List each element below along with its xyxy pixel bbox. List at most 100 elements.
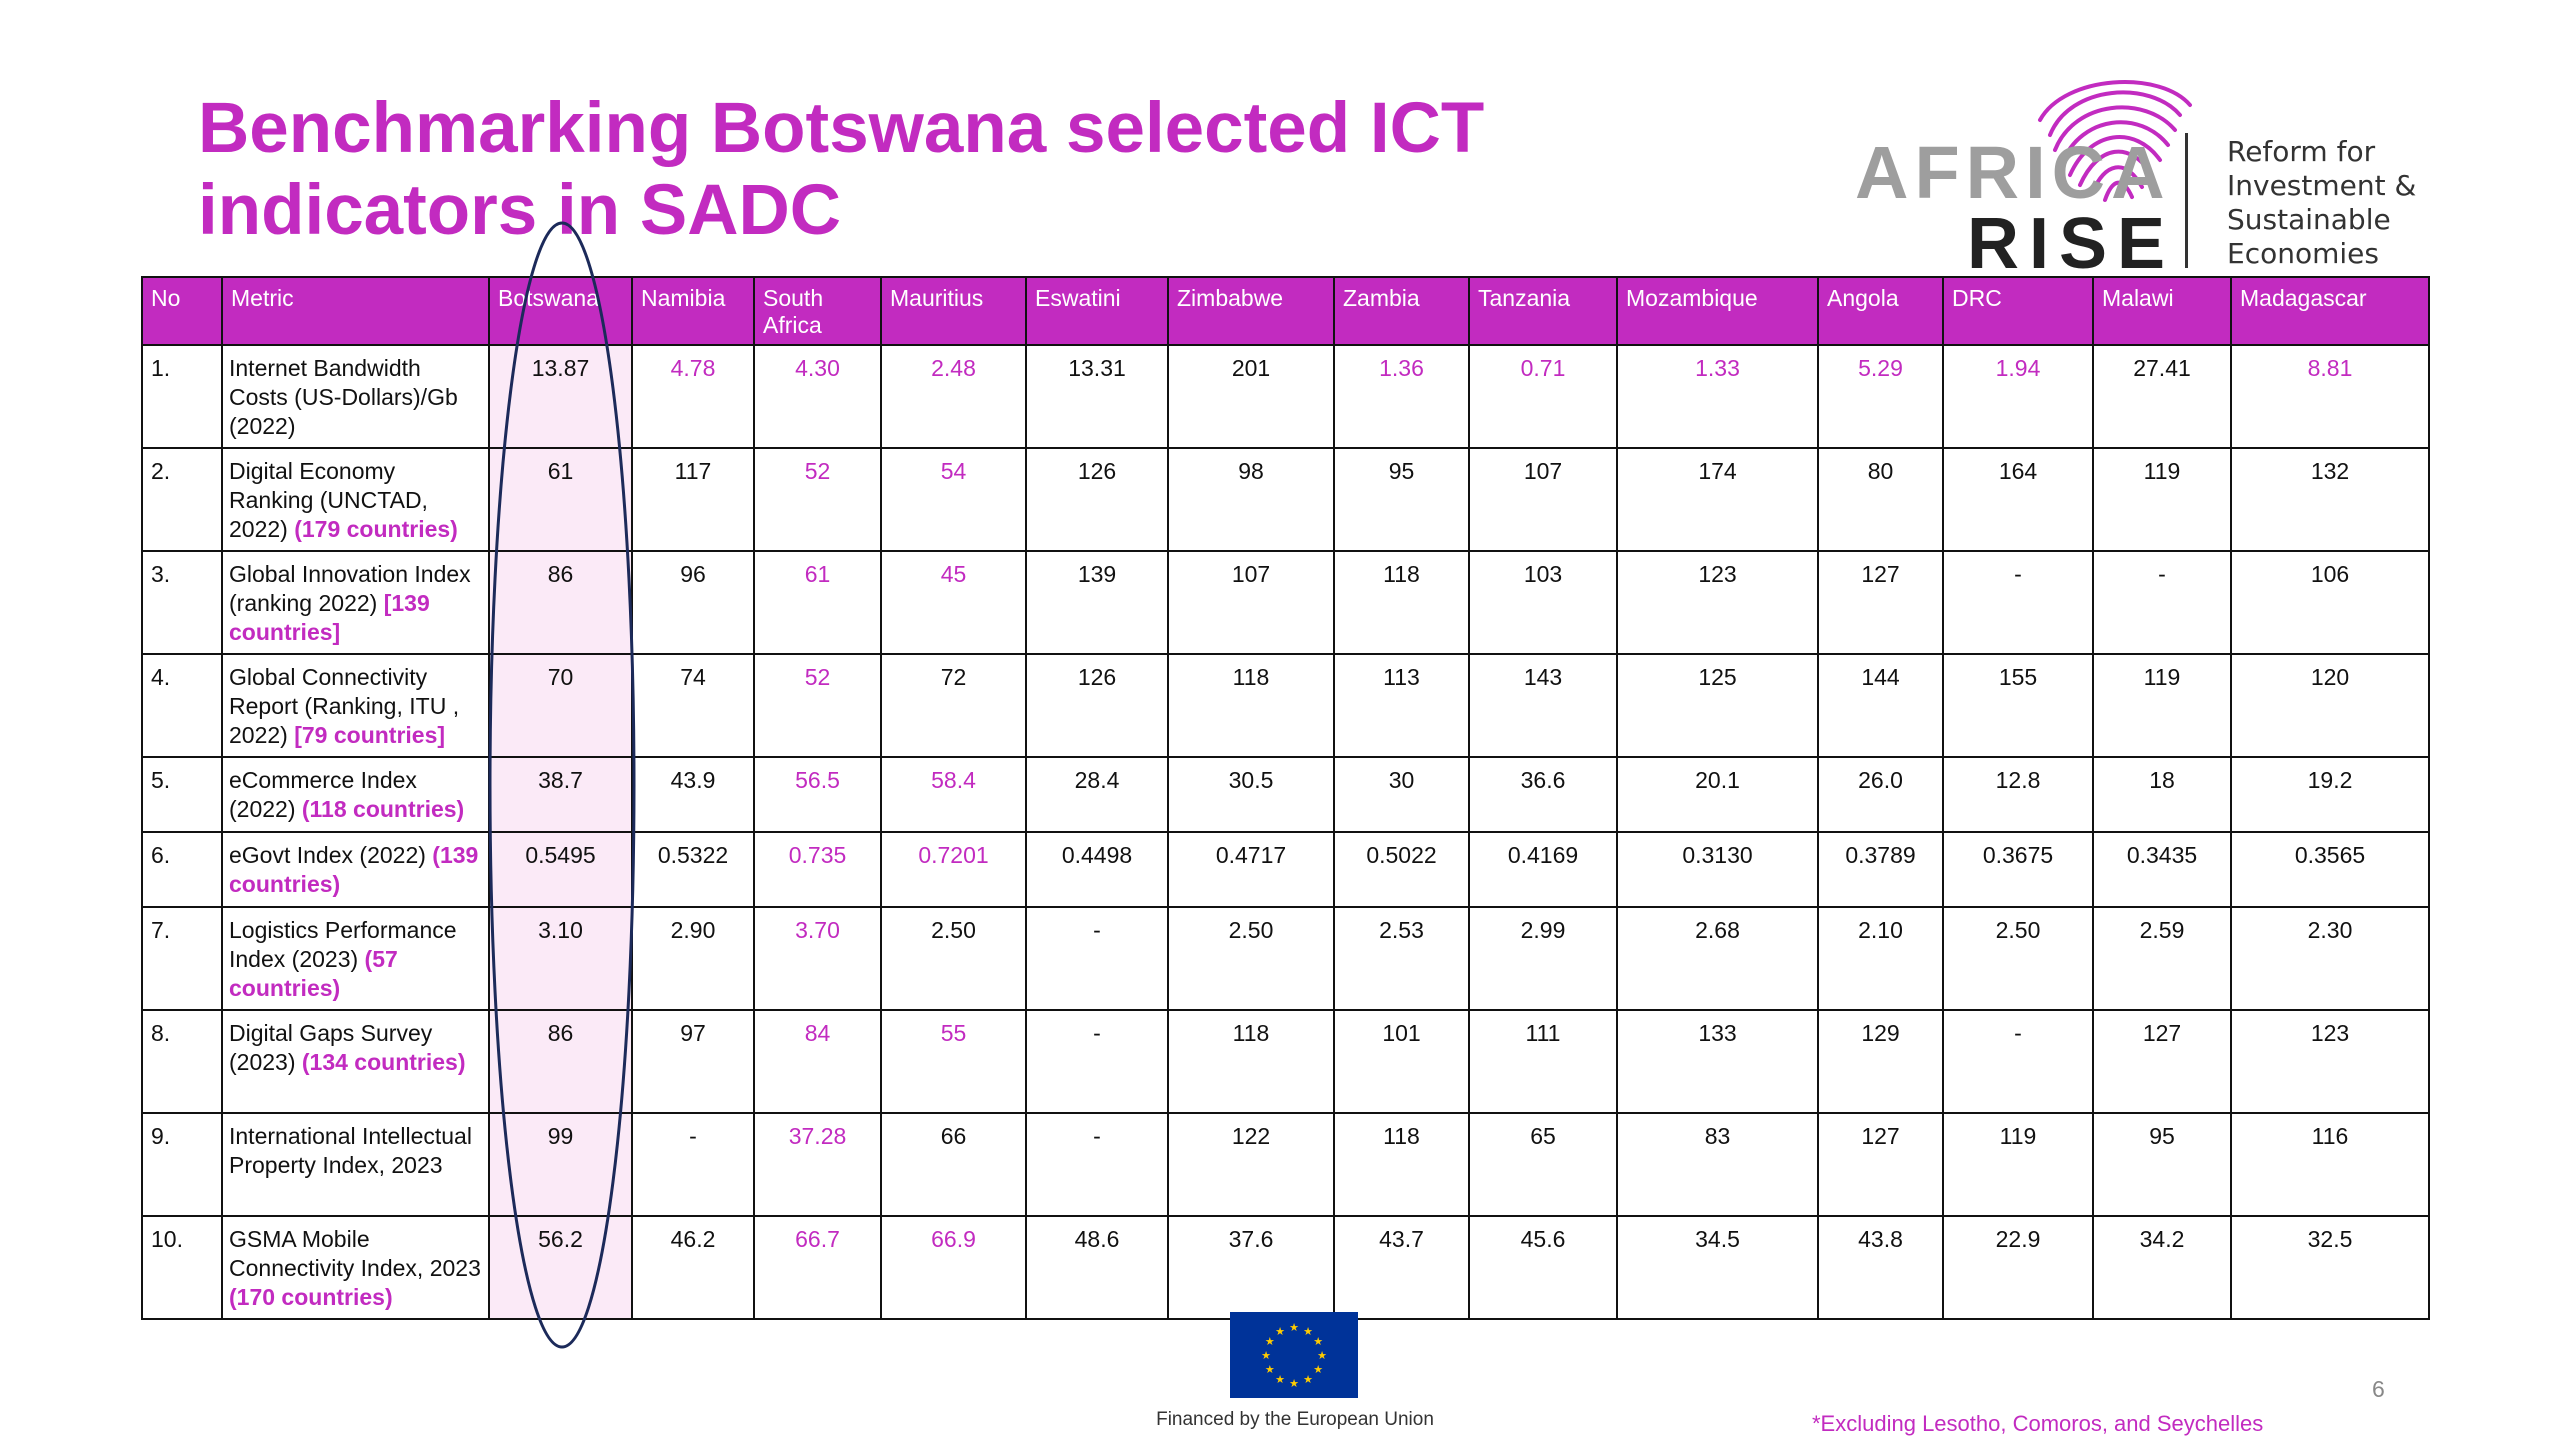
value-cell: 164 <box>1942 447 2094 552</box>
value-cell: 52 <box>753 653 882 758</box>
value-cell: 133 <box>1616 1009 1819 1114</box>
eu-star-icon: ★ <box>1275 1374 1285 1386</box>
value-cell: 103 <box>1468 550 1618 655</box>
header-cell: No <box>141 276 223 346</box>
eu-star-icon: ★ <box>1265 1336 1275 1348</box>
value-cell: 139 <box>1025 550 1169 655</box>
table-row: 9. International Intellectual Property In… <box>141 1112 2430 1217</box>
header-cell: South Africa <box>753 276 882 346</box>
value-cell: 45.6 <box>1468 1215 1618 1320</box>
row-number: 7. <box>141 906 223 1011</box>
value-cell: 1.94 <box>1942 344 2094 449</box>
value-cell: 43.8 <box>1817 1215 1944 1320</box>
value-cell: 0.5322 <box>631 831 755 908</box>
value-cell: 0.3130 <box>1616 831 1819 908</box>
row-number: 1. <box>141 344 223 449</box>
benchmark-table: No Metric Botswana Namibia South Africa Mauri… <box>141 276 2430 1320</box>
table-row: 4. Global Connectivity Report (Ranking, I… <box>141 653 2430 758</box>
header-cell: Zambia <box>1333 276 1470 346</box>
value-cell: 98 <box>1167 447 1335 552</box>
value-cell: 43.9 <box>631 756 755 833</box>
table-row: 7. Logistics Performance Index (2023) (57… <box>141 906 2430 1011</box>
metric-cell: Digital Gaps Survey (2023) (134 countrie… <box>221 1009 490 1114</box>
metric-cell: Global Innovation Index (ranking 2022) [… <box>221 550 490 655</box>
value-cell: 201 <box>1167 344 1335 449</box>
value-cell: 113 <box>1333 653 1470 758</box>
table-header-row: No Metric Botswana Namibia South Africa Mauri… <box>141 276 2430 346</box>
value-cell: 96 <box>631 550 755 655</box>
value-cell: 1.36 <box>1333 344 1470 449</box>
row-number: 6. <box>141 831 223 908</box>
value-cell: 61 <box>753 550 882 655</box>
value-cell: 12.8 <box>1942 756 2094 833</box>
header-cell: Angola <box>1817 276 1944 346</box>
row-number: 4. <box>141 653 223 758</box>
value-cell: 4.78 <box>631 344 755 449</box>
value-cell: 43.7 <box>1333 1215 1470 1320</box>
logo-divider <box>2185 133 2188 268</box>
fingerprint-africa-icon <box>2038 80 2192 202</box>
value-cell: 111 <box>1468 1009 1618 1114</box>
value-cell: 119 <box>2092 447 2232 552</box>
value-cell: 56.2 <box>488 1215 633 1320</box>
eu-star-icon: ★ <box>1261 1350 1271 1362</box>
eu-star-icon: ★ <box>1303 1374 1313 1386</box>
value-cell: 8.81 <box>2230 344 2430 449</box>
metric-country-count: (57 countries) <box>229 946 398 1001</box>
value-cell: 144 <box>1817 653 1944 758</box>
row-number: 3. <box>141 550 223 655</box>
value-cell: 0.7201 <box>880 831 1027 908</box>
tagline-line: Reform for <box>2227 135 2376 168</box>
table-row: 8. Digital Gaps Survey (2023) (134 countr… <box>141 1009 2430 1114</box>
value-cell: 5.29 <box>1817 344 1944 449</box>
eu-star-icon: ★ <box>1289 1322 1299 1334</box>
metric-cell: International Intellectual Property Inde… <box>221 1112 490 1217</box>
value-cell: 0.5022 <box>1333 831 1470 908</box>
value-cell: 0.4498 <box>1025 831 1169 908</box>
value-cell: 125 <box>1616 653 1819 758</box>
value-cell: 37.6 <box>1167 1215 1335 1320</box>
value-cell: 0.71 <box>1468 344 1618 449</box>
value-cell: 132 <box>2230 447 2430 552</box>
metric-cell: GSMA Mobile Connectivity Index, 2023 (17… <box>221 1215 490 1320</box>
value-cell: 155 <box>1942 653 2094 758</box>
tagline-line: Investment & <box>2227 169 2417 202</box>
value-cell: 37.28 <box>753 1112 882 1217</box>
value-cell: 118 <box>1333 1112 1470 1217</box>
value-cell: 0.3565 <box>2230 831 2430 908</box>
value-cell: 101 <box>1333 1009 1470 1114</box>
metric-country-count: (134 countries) <box>301 1049 466 1075</box>
value-cell: 54 <box>880 447 1027 552</box>
eu-star-icon: ★ <box>1275 1326 1285 1338</box>
value-cell: 32.5 <box>2230 1215 2430 1320</box>
value-cell: 3.10 <box>488 906 633 1011</box>
value-cell: 70 <box>488 653 633 758</box>
metric-cell: Digital Economy Ranking (UNCTAD, 2022) (… <box>221 447 490 552</box>
value-cell: 20.1 <box>1616 756 1819 833</box>
value-cell: 126 <box>1025 653 1169 758</box>
value-cell: 2.90 <box>631 906 755 1011</box>
value-cell: 48.6 <box>1025 1215 1169 1320</box>
value-cell: 2.59 <box>2092 906 2232 1011</box>
header-cell: Mozambique <box>1616 276 1819 346</box>
value-cell: 38.7 <box>488 756 633 833</box>
value-cell: 2.50 <box>1167 906 1335 1011</box>
value-cell: 127 <box>1817 1112 1944 1217</box>
value-cell: 58.4 <box>880 756 1027 833</box>
value-cell: 84 <box>753 1009 882 1114</box>
value-cell: 123 <box>2230 1009 2430 1114</box>
header-cell: Zimbabwe <box>1167 276 1335 346</box>
value-cell: 66.7 <box>753 1215 882 1320</box>
value-cell: 34.2 <box>2092 1215 2232 1320</box>
table-body: 1. Internet Bandwidth Costs (US-Dollars)/… <box>141 344 2430 1320</box>
value-cell: 0.3675 <box>1942 831 2094 908</box>
slide-title: Benchmarking Botswana selected ICT indic… <box>198 88 1484 252</box>
logo-tagline: Reform for Investment & Sustainable Econ… <box>2227 135 2416 271</box>
value-cell: 107 <box>1468 447 1618 552</box>
value-cell: 13.31 <box>1025 344 1169 449</box>
value-cell: 119 <box>2092 653 2232 758</box>
value-cell: 2.50 <box>1942 906 2094 1011</box>
value-cell: 45 <box>880 550 1027 655</box>
value-cell: 2.99 <box>1468 906 1618 1011</box>
eu-star-icon: ★ <box>1303 1326 1313 1338</box>
